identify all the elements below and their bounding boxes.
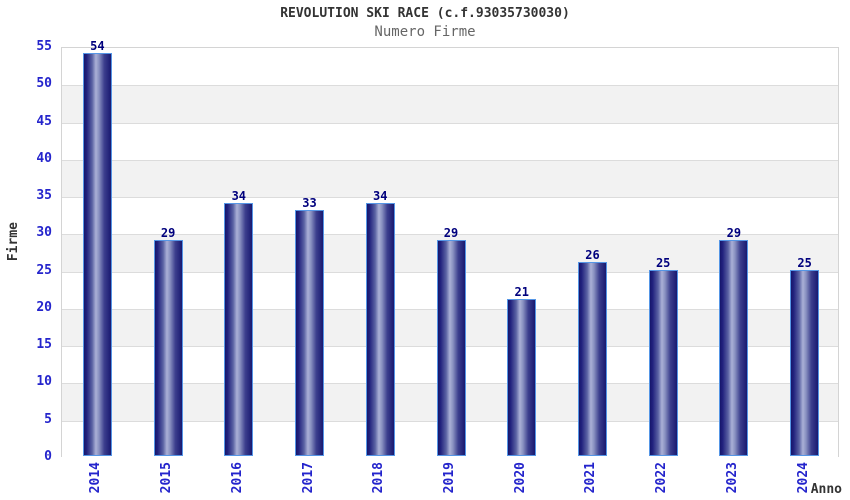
- y-tick-label: 0: [44, 449, 52, 464]
- x-tick-label: 2015: [159, 462, 175, 494]
- plot-band: [62, 159, 838, 198]
- bar-2016: [224, 202, 254, 456]
- bar-value-label: 54: [90, 39, 105, 54]
- y-tick-label: 5: [44, 411, 52, 427]
- x-axis-title: Anno: [810, 482, 842, 497]
- x-tick-label: 2018: [371, 462, 387, 494]
- bar-value-label: 33: [302, 196, 317, 210]
- y-tick-label: 45: [36, 113, 52, 129]
- gridline: [62, 122, 838, 124]
- chart-subtitle: Numero Firme: [374, 24, 476, 40]
- x-tick-label: 2019: [442, 462, 457, 494]
- bar-2022: [648, 269, 678, 456]
- bar-value-label: 29: [160, 225, 176, 240]
- bar-2023: [719, 239, 749, 456]
- gridline: [62, 85, 838, 87]
- gridline: [62, 159, 838, 161]
- x-tick-label: 2022: [654, 462, 670, 494]
- bar-2015: [153, 239, 183, 456]
- bar-value-label: 21: [514, 285, 529, 300]
- plot-band: [62, 85, 838, 123]
- y-tick-label: 15: [36, 337, 52, 353]
- x-tick-label: 2023: [724, 462, 740, 494]
- bar-2018: [365, 202, 395, 456]
- y-tick-label: 20: [36, 299, 52, 315]
- y-tick-label: 50: [36, 76, 52, 92]
- x-tick-label: 2016: [229, 462, 245, 494]
- gridline: [62, 234, 838, 236]
- bar-value-label: 25: [797, 255, 812, 270]
- bar-2019: [436, 239, 466, 456]
- bar-value-label: 29: [726, 225, 742, 240]
- y-tick-label: 40: [36, 150, 52, 166]
- x-tick-label: 2021: [583, 462, 599, 494]
- x-tick-label: 2017: [300, 462, 316, 494]
- plot-band: [62, 48, 838, 86]
- y-tick-label: 25: [36, 262, 52, 278]
- bar-2024: [790, 269, 820, 456]
- bar-value-label: 26: [585, 248, 600, 263]
- y-tick-label: 35: [36, 188, 52, 204]
- bar-value-label: 34: [373, 188, 388, 203]
- bar-value-label: 34: [231, 188, 247, 203]
- plot-band: [62, 197, 838, 235]
- y-tick-label: 10: [36, 374, 52, 390]
- y-tick-label: 30: [36, 225, 52, 241]
- plot-band: [62, 122, 838, 160]
- chart-title: REVOLUTION SKI RACE (c.f.93035730030): [280, 6, 570, 21]
- bar-2014: [82, 53, 112, 456]
- x-tick-label: 2014: [88, 462, 104, 494]
- bar-2020: [507, 299, 537, 456]
- bar-2021: [577, 262, 607, 456]
- gridline: [62, 197, 838, 199]
- x-tick-label: 2024: [795, 462, 811, 494]
- x-tick-label: 2020: [512, 462, 528, 494]
- bar-value-label: 25: [655, 255, 671, 270]
- bar-2017: [295, 210, 325, 456]
- plot-area: 54 29 34 33 34 29 21 26 25 29 25: [61, 39, 839, 458]
- y-tick-label: 55: [36, 39, 52, 54]
- bar-value-label: 29: [443, 225, 459, 240]
